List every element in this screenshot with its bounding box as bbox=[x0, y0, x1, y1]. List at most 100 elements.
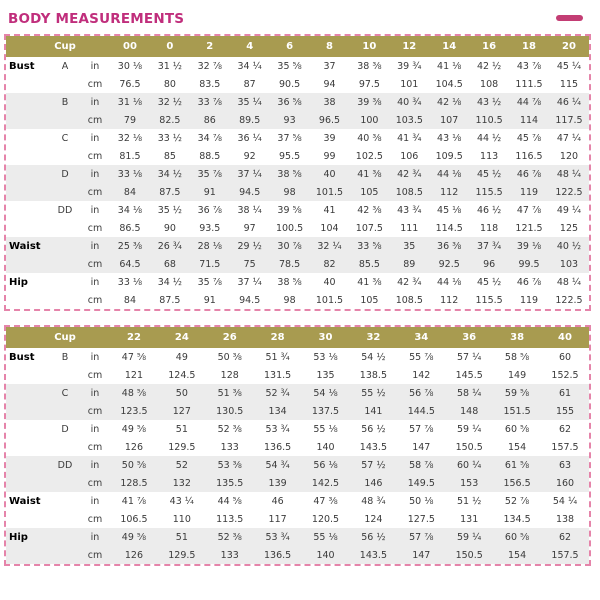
measurement-cell: 53 ¾ bbox=[265, 423, 290, 435]
table-row: cm 64.5 68 71.5 75 78.5 82 85.5 89 92.5 96 99.5 103 bbox=[6, 255, 589, 273]
measurement-cell: 76.5 bbox=[119, 78, 141, 90]
measurement-cell: 39 bbox=[323, 132, 336, 144]
measurement-cell: 124 bbox=[364, 513, 383, 525]
cup-letter-cell bbox=[50, 492, 80, 510]
measurement-cell: 100.5 bbox=[275, 222, 304, 234]
measurement-cell: 59 ⅝ bbox=[493, 384, 542, 402]
measurement-cell: 112 bbox=[440, 294, 459, 306]
area-label-cell: Bust bbox=[9, 351, 35, 363]
measurement-cell: 105 bbox=[349, 183, 390, 201]
measurement-cell: 53 ⅛ bbox=[313, 351, 338, 363]
measurement-cell: 52 bbox=[157, 456, 206, 474]
measurement-cell: 60 ⅝ bbox=[504, 423, 530, 435]
size-header-cell: 34 bbox=[397, 327, 446, 348]
size-header-cell: 2 bbox=[189, 36, 230, 57]
area-label-cell bbox=[6, 75, 50, 93]
measurement-cell: 46 ⅞ bbox=[509, 165, 549, 183]
measurement-cell: 119 bbox=[509, 183, 549, 201]
measurement-cell: 44 ½ bbox=[476, 132, 502, 144]
measurement-cell: 46 ¼ bbox=[548, 93, 589, 111]
measurement-cell: 88.5 bbox=[199, 150, 221, 162]
measurement-cell: 53 ¾ bbox=[253, 528, 302, 546]
unit-cell: cm bbox=[87, 513, 103, 525]
unit-cell: cm bbox=[80, 402, 110, 420]
measurement-cell: 40 bbox=[309, 165, 350, 183]
table-row: DD in 34 ⅛ 35 ½ 36 ⅞ 38 ¼ 39 ⅝ 41 42 ⅜ 43 ¾ 45 ⅛ 46… bbox=[6, 201, 589, 219]
measurement-cell: 136.5 bbox=[264, 441, 292, 453]
measurement-cell: 85 bbox=[163, 150, 176, 162]
measurement-cell: 59 ¼ bbox=[445, 528, 494, 546]
corner-dash-decoration bbox=[556, 15, 583, 21]
table-row: Hip in 33 ⅛ 34 ½ 35 ⅞ 37 ¼ 38 ⅝ 40 41 ⅜ 42 ¾ 44 ⅛ 4… bbox=[6, 273, 589, 291]
measurement-cell: 32 ⅛ bbox=[117, 132, 143, 144]
header-spacer-cell bbox=[80, 36, 110, 57]
cup-letter-cell bbox=[50, 219, 80, 237]
measurement-cell: 111.5 bbox=[515, 78, 543, 90]
cup-letter-cell: DD bbox=[50, 456, 80, 474]
cup-letter-cell bbox=[50, 546, 80, 564]
measurement-cell: 108.5 bbox=[395, 294, 423, 306]
measurement-cell: 34 ⅛ bbox=[117, 204, 143, 216]
area-label-cell bbox=[6, 546, 50, 564]
measurement-cell: 34 ⅞ bbox=[197, 132, 222, 144]
measurement-cell: 36 ¼ bbox=[237, 132, 262, 144]
measurement-cell: 151.5 bbox=[493, 402, 542, 420]
measurement-cell: 101.5 bbox=[309, 183, 350, 201]
measurement-cell: 93.5 bbox=[199, 222, 221, 234]
cup-header-cell: Cup bbox=[50, 327, 80, 348]
area-label-cell bbox=[6, 510, 50, 528]
measurement-cell: 54 ¾ bbox=[253, 456, 302, 474]
measurement-cell: 52 ⅜ bbox=[205, 528, 254, 546]
measurement-cell: 62 bbox=[541, 528, 589, 546]
measurement-cell: 62 bbox=[558, 423, 572, 435]
measurement-cell: 35 bbox=[389, 237, 430, 255]
measurement-cell: 32 ⅞ bbox=[197, 60, 222, 72]
measurement-cell: 107.5 bbox=[355, 222, 383, 234]
measurement-cell: 58 ¼ bbox=[445, 384, 494, 402]
measurement-cell: 132 bbox=[157, 474, 206, 492]
measurement-cell: 150.5 bbox=[455, 441, 483, 453]
unit-cell: in bbox=[80, 93, 110, 111]
measurement-cell: 110.5 bbox=[469, 111, 510, 129]
unit-cell: in bbox=[80, 165, 110, 183]
size-header-cell: 40 bbox=[541, 327, 589, 348]
measurement-cell: 138 bbox=[555, 513, 575, 525]
measurement-cell: 85.5 bbox=[349, 255, 390, 273]
measurement-cell: 160 bbox=[541, 474, 589, 492]
measurement-cell: 48 ¼ bbox=[556, 276, 582, 288]
measurement-cell: 149.5 bbox=[397, 474, 446, 492]
measurement-cell: 90.5 bbox=[279, 78, 301, 90]
area-label-cell bbox=[6, 219, 50, 237]
measurement-cell: 115.5 bbox=[469, 183, 510, 201]
unit-cell: in bbox=[80, 237, 110, 255]
measurement-cell: 51 bbox=[157, 528, 206, 546]
measurement-cell: 99 bbox=[323, 150, 336, 162]
measurement-cell: 36 ⅝ bbox=[269, 93, 310, 111]
cup-letter-cell bbox=[50, 75, 80, 93]
size-header-cell: 10 bbox=[349, 36, 390, 57]
measurement-cell: 131 bbox=[460, 513, 479, 525]
measurement-cell: 47 ¼ bbox=[556, 132, 582, 144]
cup-letter-cell bbox=[50, 474, 80, 492]
area-label-cell bbox=[6, 165, 50, 183]
size-header-cell: 14 bbox=[429, 36, 470, 57]
area-label-cell bbox=[6, 201, 50, 219]
unit-cell: cm bbox=[80, 546, 110, 564]
measurement-cell: 34 ½ bbox=[149, 165, 190, 183]
measurement-cell: 120.5 bbox=[311, 513, 340, 525]
measurement-cell: 38 bbox=[309, 93, 350, 111]
measurement-cell: 33 ⅛ bbox=[110, 165, 150, 183]
measurement-cell: 157.5 bbox=[541, 546, 589, 564]
measurement-cell: 123.5 bbox=[110, 402, 158, 420]
measurement-cell: 39 ⅝ bbox=[277, 204, 302, 216]
measurement-cell: 87 bbox=[243, 78, 256, 90]
measurement-cell: 40 bbox=[323, 276, 336, 288]
measurement-cell: 109.5 bbox=[435, 150, 463, 162]
cup-letter-cell: A bbox=[61, 60, 69, 72]
measurement-cell: 107 bbox=[429, 111, 470, 129]
area-label-cell bbox=[6, 438, 50, 456]
measurement-cell: 115.5 bbox=[475, 294, 503, 306]
